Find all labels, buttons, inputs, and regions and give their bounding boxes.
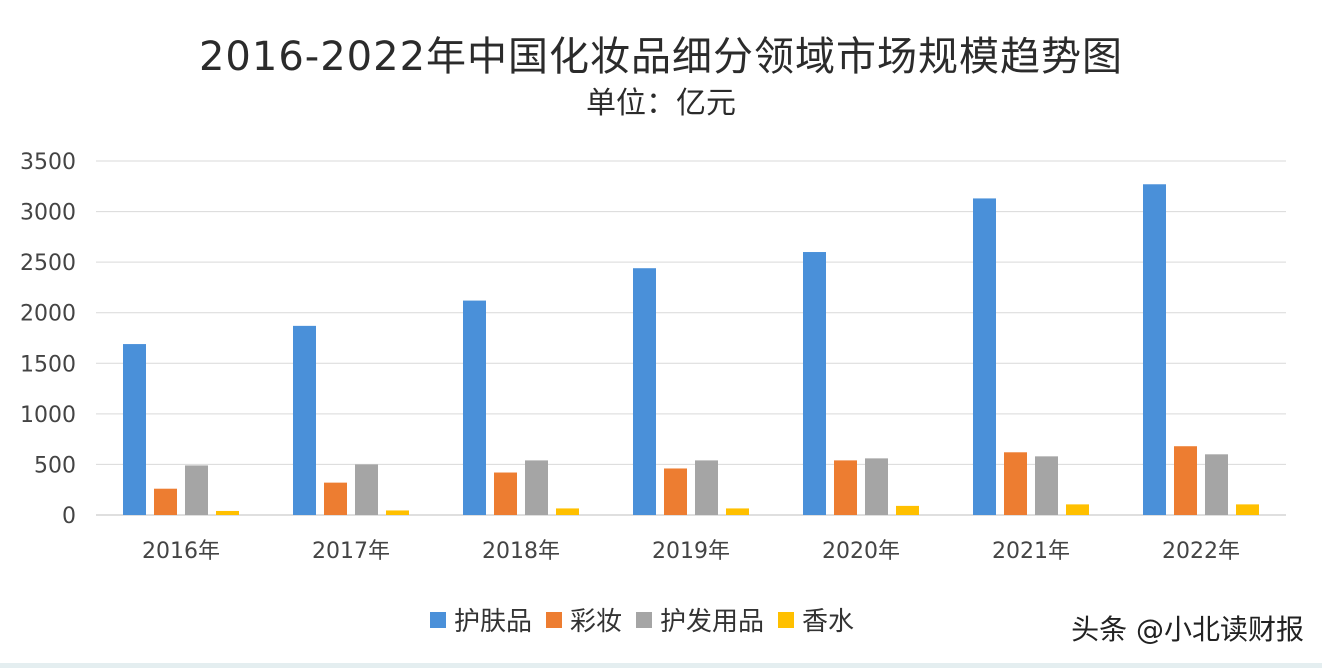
bars xyxy=(123,184,1259,515)
bar xyxy=(216,510,239,515)
bar xyxy=(834,460,857,515)
bar xyxy=(123,344,146,515)
bar xyxy=(633,268,656,515)
x-tick-label: 2017年 xyxy=(312,539,390,564)
gridlines xyxy=(96,160,1286,516)
bar xyxy=(973,198,996,515)
x-tick-label: 2021年 xyxy=(992,539,1070,564)
legend-swatch xyxy=(546,611,563,628)
y-tick-label: 1500 xyxy=(20,352,76,377)
bar xyxy=(355,464,378,515)
bar xyxy=(695,460,718,515)
watermark: 头条 @小北读财报 xyxy=(1071,613,1304,646)
y-tick-label: 500 xyxy=(34,453,76,478)
bar xyxy=(1004,452,1027,515)
y-tick-label: 0 xyxy=(62,504,76,529)
bar xyxy=(293,325,316,515)
legend-label: 护肤品 xyxy=(454,607,533,637)
x-tick-label: 2020年 xyxy=(822,539,900,564)
legend-item: 护发用品 xyxy=(636,601,764,638)
y-tick-label: 1000 xyxy=(20,403,76,428)
bar xyxy=(664,468,687,515)
legend-label: 香水 xyxy=(802,607,855,637)
legend-swatch xyxy=(430,611,446,628)
bar xyxy=(865,458,888,515)
bar xyxy=(494,472,517,515)
bar xyxy=(185,465,208,515)
bar xyxy=(154,488,177,515)
legend-item: 彩妆 xyxy=(546,601,622,638)
y-axis-ticks: 0 500 1000 1500 2000 2500 3000 3500 xyxy=(20,150,76,529)
y-tick-label: 2000 xyxy=(20,302,76,327)
bar xyxy=(726,508,749,515)
bar xyxy=(1035,456,1058,515)
chart-subtitle: 单位：亿元 xyxy=(586,86,736,121)
legend-item: 护肤品 xyxy=(430,601,532,638)
chart-title: 2016-2022年中国化妆品细分领域市场规模趋势图 xyxy=(198,34,1124,80)
legend-label: 彩妆 xyxy=(570,607,623,637)
legend-item: 香水 xyxy=(778,601,854,638)
x-tick-label: 2022年 xyxy=(1162,539,1240,564)
legend-swatch xyxy=(636,611,653,628)
bar xyxy=(1143,184,1166,515)
bar xyxy=(324,482,347,515)
legend: 护肤品 彩妆 护发用品 香水 xyxy=(430,601,858,638)
bar xyxy=(1066,504,1089,515)
bar xyxy=(896,505,919,515)
bar xyxy=(556,508,579,515)
x-axis-ticks: 2016年 2017年 2018年 2019年 2020年 2021年 2022年 xyxy=(142,539,1240,564)
x-tick-label: 2018年 xyxy=(482,539,560,564)
x-tick-label: 2019年 xyxy=(652,539,730,564)
bar xyxy=(1236,504,1259,515)
bar xyxy=(525,460,548,515)
bar xyxy=(803,252,826,515)
legend-swatch xyxy=(778,611,795,628)
bar xyxy=(1205,454,1228,515)
bottom-divider xyxy=(0,663,1322,668)
x-tick-label: 2016年 xyxy=(142,539,220,564)
bar xyxy=(386,510,409,515)
bar xyxy=(1174,446,1197,515)
y-tick-label: 2500 xyxy=(20,251,76,276)
legend-label: 护发用品 xyxy=(660,607,765,637)
y-tick-label: 3000 xyxy=(20,201,76,226)
bar xyxy=(463,300,486,515)
y-tick-label: 3500 xyxy=(20,150,76,175)
